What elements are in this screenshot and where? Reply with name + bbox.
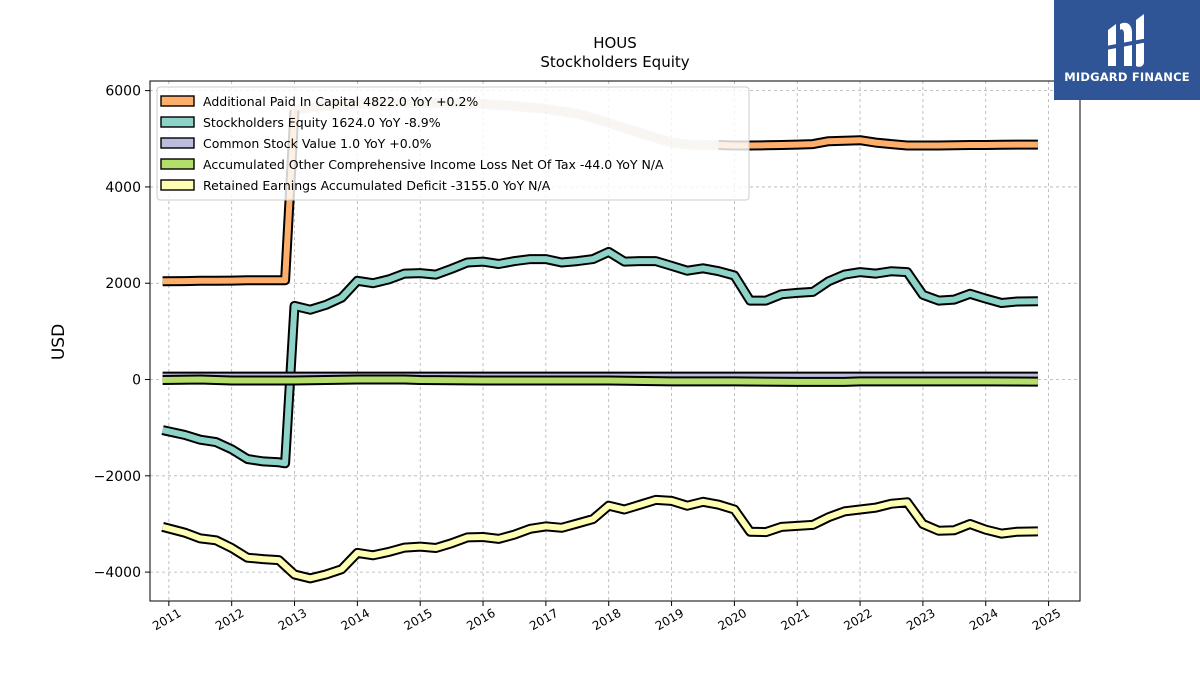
x-tick-label: 2016	[464, 606, 497, 633]
x-tick-label: 2025	[1030, 606, 1063, 633]
x-tick-label: 2012	[213, 606, 246, 633]
y-tick-label: 2000	[105, 276, 141, 292]
x-tick-label: 2022	[841, 606, 874, 633]
brand-name: MIDGARD FINANCE	[1064, 70, 1190, 84]
x-tick-label: 2014	[339, 606, 372, 633]
legend-label: Common Stock Value 1.0 YoY +0.0%	[203, 136, 432, 151]
brand-mark-icon	[1106, 14, 1148, 67]
legend-label: Additional Paid In Capital 4822.0 YoY +0…	[203, 94, 478, 109]
legend-swatch	[160, 179, 195, 191]
legend-swatch	[160, 116, 195, 128]
chart-title: HOUS	[593, 34, 637, 52]
plot-frame	[149, 80, 1081, 602]
tick-layer: −4000 −2000 0 2000 4000 6000 2011 2012 2013 2014 2…	[94, 84, 1064, 634]
legend-swatch	[160, 137, 195, 149]
x-tick-label: 2015	[401, 606, 434, 633]
series-line	[162, 376, 1038, 385]
series-3	[162, 374, 1038, 387]
series-4	[161, 494, 1038, 584]
legend-label: Accumulated Other Comprehensive Income L…	[203, 157, 664, 172]
y-tick-label: 6000	[105, 84, 141, 100]
x-tick-label: 2023	[904, 606, 937, 633]
y-tick-label: 0	[132, 373, 141, 389]
x-tick-label: 2024	[967, 606, 1000, 633]
chart-subtitle: Stockholders Equity	[540, 53, 689, 71]
legend: Additional Paid In Capital 4822.0 YoY +0…	[156, 86, 750, 201]
legend-label: Stockholders Equity 1624.0 YoY -8.9%	[203, 115, 441, 130]
legend-box	[156, 86, 750, 201]
y-axis-label: USD	[49, 324, 69, 360]
legend-swatch	[160, 95, 195, 107]
y-tick-label: −2000	[94, 469, 141, 485]
x-tick-label: 2021	[779, 606, 812, 633]
x-tick-label: 2011	[150, 606, 183, 633]
x-tick-label: 2020	[716, 606, 749, 633]
x-tick-label: 2013	[276, 606, 309, 633]
series-line	[718, 137, 1038, 149]
y-tick-label: 4000	[105, 180, 141, 196]
legend-swatch	[160, 158, 195, 170]
x-tick-label: 2018	[590, 606, 623, 633]
series-line	[161, 496, 1038, 582]
series-line	[161, 248, 1038, 467]
brand-logo: MIDGARD FINANCE	[1054, 0, 1200, 100]
legend-label: Retained Earnings Accumulated Deficit -3…	[203, 178, 551, 193]
x-tick-label: 2017	[527, 606, 560, 633]
y-tick-label: −4000	[94, 565, 141, 581]
x-tick-label: 2019	[653, 606, 686, 633]
series-1	[161, 246, 1038, 469]
series-line	[162, 109, 298, 285]
